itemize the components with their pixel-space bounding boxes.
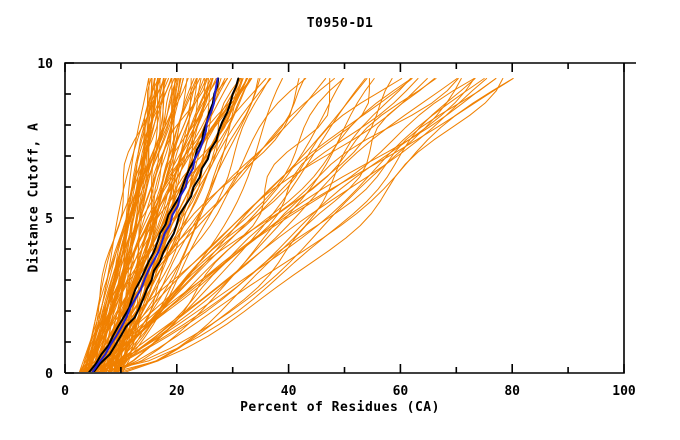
model-curve [79, 78, 335, 372]
model-curve [102, 78, 488, 372]
y-tick-label: 0 [45, 367, 53, 382]
model-curve [91, 78, 307, 372]
x-tick-label: 20 [169, 384, 185, 399]
model-curve [120, 78, 165, 372]
model-curve [86, 78, 156, 372]
model-curve [92, 78, 327, 372]
model-curve [81, 78, 248, 372]
model-curve [99, 78, 161, 372]
model-curve [96, 78, 475, 372]
x-tick-label: 60 [393, 384, 409, 399]
x-tick-label: 80 [504, 384, 520, 399]
model-curve [101, 78, 476, 372]
y-tick-label: 10 [37, 57, 53, 72]
x-tick-label: 40 [281, 384, 297, 399]
model-curve [87, 78, 459, 372]
model-curve [109, 78, 458, 372]
model-curve [86, 78, 413, 372]
axis-tick-labels: 0 20 40 60 80 100 0 5 10 [37, 57, 636, 399]
model-curve [112, 78, 514, 372]
x-tick-label: 100 [612, 384, 636, 399]
model-curve [98, 78, 497, 372]
model-curve [93, 78, 428, 372]
model-curve [88, 78, 412, 372]
model-curve [79, 78, 250, 372]
reference-curve-black [92, 77, 240, 372]
model-curve [113, 78, 366, 372]
model-curve [94, 78, 175, 372]
model-curve [114, 78, 331, 372]
axis-ticks [64, 62, 625, 374]
reference-curves [87, 77, 240, 372]
model-curve [94, 78, 178, 372]
reference-curve-blue [91, 77, 219, 372]
model-curve [112, 78, 504, 372]
model-curve [82, 78, 252, 372]
model-curve [108, 78, 514, 372]
chart-title: T0950-D1 [306, 16, 374, 31]
model-curve [81, 78, 475, 372]
x-tick-label: 0 [61, 384, 69, 399]
y-tick-label: 5 [45, 212, 53, 227]
model-curve [85, 78, 164, 372]
predictor-model-curves [78, 78, 514, 372]
model-curve [113, 78, 271, 372]
x-axis-label: Percent of Residues (CA) [240, 400, 440, 415]
